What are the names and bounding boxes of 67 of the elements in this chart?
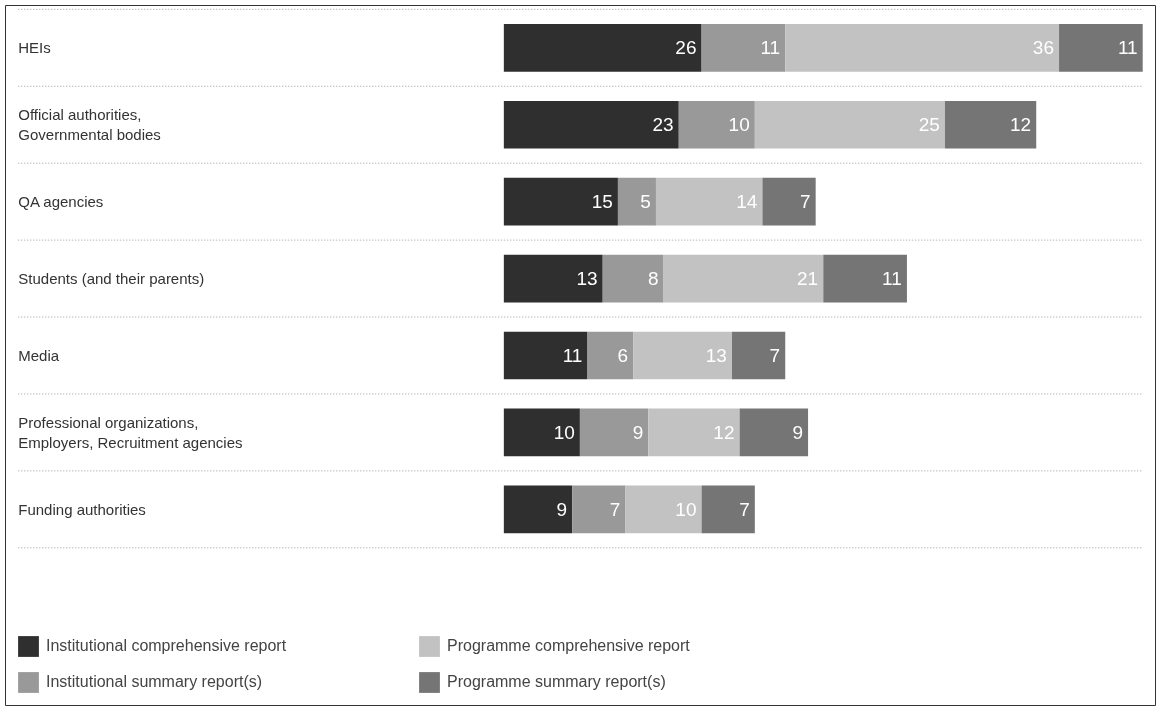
data-label: 25 [918,114,940,136]
bar [655,177,763,226]
bar [503,23,702,72]
bar [762,177,816,226]
data-label: 11 [882,268,902,290]
data-label: 9 [632,421,644,443]
y-tick-label: Media [18,347,60,364]
legend-label: Programme summary report(s) [447,673,667,691]
data-label: 9 [792,421,803,443]
data-label: 7 [799,191,811,213]
data-label: 26 [675,37,697,59]
y-tick-label: HEIs [18,39,51,57]
y-tick-label: Official authorities, Governmental bodies [18,106,161,144]
legend-label: Institutional summary report(s) [46,673,264,691]
bar [572,485,626,534]
data-label: 10 [675,498,697,520]
data-label: 6 [617,345,629,366]
bar [602,254,664,303]
y-tick-label: Students (and their parents) [18,270,205,288]
data-label: 7 [609,498,621,520]
bar [701,485,755,534]
y-tick-label: Funding authorities [18,500,146,518]
bar [678,100,755,149]
bar [1059,23,1143,72]
bar [503,485,573,534]
bar [739,408,809,457]
data-label: 14 [736,191,758,213]
bar [503,254,603,303]
y-tick-label: QA agencies [18,193,104,211]
bar [587,331,634,380]
bar [732,331,786,380]
bar [625,485,702,534]
bar [503,100,679,149]
bar [663,254,824,303]
data-label: 7 [739,498,750,520]
bar [617,177,656,226]
bar [579,408,649,457]
legend-label: Programme comprehensive report [447,637,691,655]
data-label: 10 [728,114,750,136]
data-label: 5 [640,191,651,213]
data-label: 8 [647,268,659,290]
data-label: 13 [705,345,727,366]
data-label: 21 [797,268,819,290]
bar [503,408,580,457]
bar [633,331,733,380]
bar [823,254,907,303]
data-label: 13 [576,268,598,290]
data-label: 23 [652,114,674,136]
data-label: 12 [713,421,735,443]
bar [785,23,1060,72]
data-label: 11 [562,345,583,366]
legend-label: Institutional comprehensive report [46,637,288,655]
bar [503,331,588,380]
data-label: 11 [1117,37,1138,59]
data-label: 10 [553,421,575,443]
data-label: 11 [760,37,781,59]
bar [648,408,740,457]
bar [503,177,618,226]
data-label: 7 [769,345,781,366]
y-tick-label: Professional organizations, Employers, Recruitment agencies [18,413,243,452]
data-label: 15 [591,191,613,213]
bar [754,100,945,149]
data-label: 36 [1032,37,1054,59]
data-label: 12 [1010,114,1032,136]
data-label: 9 [556,498,568,520]
bar [944,100,1037,149]
bar [701,23,786,72]
